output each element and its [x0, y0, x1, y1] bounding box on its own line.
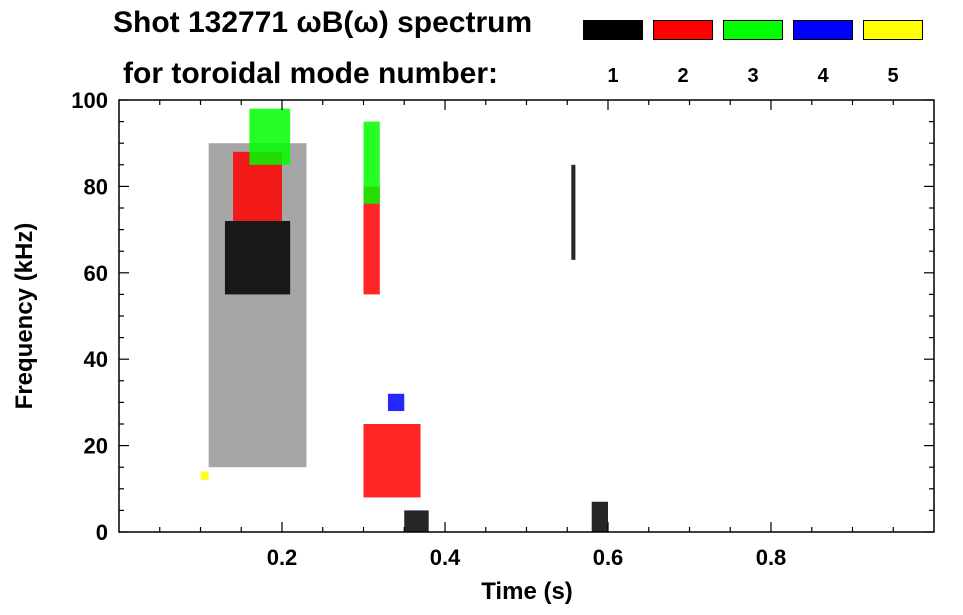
- x-tick-label: 0.4: [430, 545, 461, 570]
- legend-swatch-5: [863, 20, 923, 40]
- y-tick-label: 0: [96, 520, 108, 545]
- legend-swatch-1: [583, 20, 643, 40]
- spectrum-region-2: [404, 510, 429, 532]
- y-tick-label: 100: [71, 88, 108, 113]
- legend-label-2: 2: [677, 65, 689, 87]
- spectrum-region-7: [363, 424, 421, 498]
- spectrum-region-10: [387, 393, 405, 412]
- x-tick-labels: 0.2 0.4 0.6 0.8: [267, 545, 787, 570]
- spectrum-region-9: [363, 121, 380, 204]
- y-tick-label: 60: [84, 261, 108, 286]
- spectrum-region-8: [249, 108, 291, 165]
- y-tick-label: 40: [84, 347, 108, 372]
- legend-label-1: 1: [607, 65, 619, 87]
- y-tick-labels: 0 20 40 60 80 100: [71, 88, 108, 545]
- title-line1: Shot 132771 ωB(ω) spectrum: [113, 6, 533, 39]
- legend-label-4: 4: [817, 65, 829, 87]
- spectrum-region-6: [363, 186, 380, 295]
- y-axis-label: Frequency (kHz): [11, 223, 38, 410]
- spectrum-regions: [200, 108, 608, 532]
- x-tick-label: 0.6: [593, 545, 624, 570]
- legend-label-3: 3: [747, 65, 759, 87]
- y-tick-label: 80: [84, 174, 108, 199]
- title-line2: for toroidal mode number:: [123, 57, 498, 90]
- spectrum-region-0: [224, 220, 291, 295]
- spectrum-region-3: [591, 501, 608, 532]
- x-tick-label: 0.2: [267, 545, 298, 570]
- x-axis-label: Time (s): [481, 578, 573, 605]
- legend-swatch-4: [793, 20, 853, 40]
- legend-label-5: 5: [887, 65, 899, 87]
- y-tick-label: 20: [84, 434, 108, 459]
- spectrum-region-11: [200, 471, 209, 481]
- legend-swatch-3: [723, 20, 783, 40]
- axis-ticks: [119, 99, 934, 533]
- x-tick-label: 0.8: [756, 545, 787, 570]
- legend-swatch-2: [653, 20, 713, 40]
- spectrum-region-4: [571, 164, 576, 260]
